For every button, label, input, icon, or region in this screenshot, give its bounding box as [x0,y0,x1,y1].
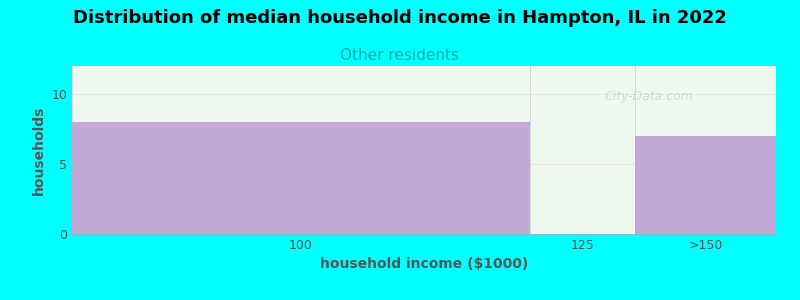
Bar [635,136,776,234]
Text: City-Data.com: City-Data.com [605,90,694,103]
Text: Distribution of median household income in Hampton, IL in 2022: Distribution of median household income … [73,9,727,27]
Bar [72,122,530,234]
Text: Other residents: Other residents [341,48,459,63]
Y-axis label: households: households [32,105,46,195]
X-axis label: household income ($1000): household income ($1000) [320,257,528,272]
